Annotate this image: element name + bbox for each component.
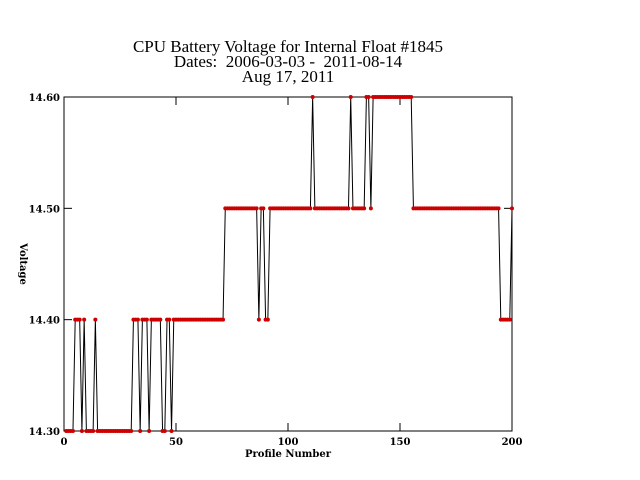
data-point [265,317,270,322]
title-line: Dates: 2006-03-03 - 2011-08-14 [174,52,403,71]
data-point [254,206,259,211]
plot-frame [63,96,513,432]
x-tick-label: 100 [278,437,299,448]
data-point [496,206,501,211]
data-point [366,95,371,99]
y-axis-label: Voltage [17,242,28,285]
x-tick-label: 150 [390,437,411,448]
data-point [129,429,134,433]
y-tick-label: 14.30 [29,427,60,438]
data-point [261,206,266,211]
data-point [256,317,261,322]
data-point [144,317,149,322]
data-point [409,95,414,99]
x-tick-label: 50 [169,437,183,448]
data-point [348,95,353,99]
data-point [308,206,313,211]
data-point [77,317,82,322]
y-tick-label: 14.50 [29,204,60,215]
data-point [169,429,174,433]
data-point [93,317,98,322]
data-point [368,206,373,211]
title-line: CPU Battery Voltage for Internal Float #… [133,37,443,56]
data-line [66,96,513,432]
data-point [162,429,167,433]
data-point [138,429,143,433]
y-tick-label: 14.40 [29,316,60,327]
title-line: Aug 17, 2011 [242,67,334,86]
x-tick-label: 200 [502,437,523,448]
data-point [510,206,514,211]
data-point [346,206,351,211]
data-point [147,429,152,433]
data-point [82,317,87,322]
x-axis-label: Profile Number [245,449,332,460]
data-point [310,95,315,99]
data-point [221,317,226,322]
data-point [70,429,75,433]
data-point [167,317,172,322]
data-point [79,429,84,433]
y-tick-label: 14.60 [29,93,60,104]
data-point [135,317,140,322]
data-point [362,206,367,211]
x-tick-label: 0 [61,437,68,448]
data-point [91,429,96,433]
data-point [158,317,163,322]
data-point [507,317,512,322]
